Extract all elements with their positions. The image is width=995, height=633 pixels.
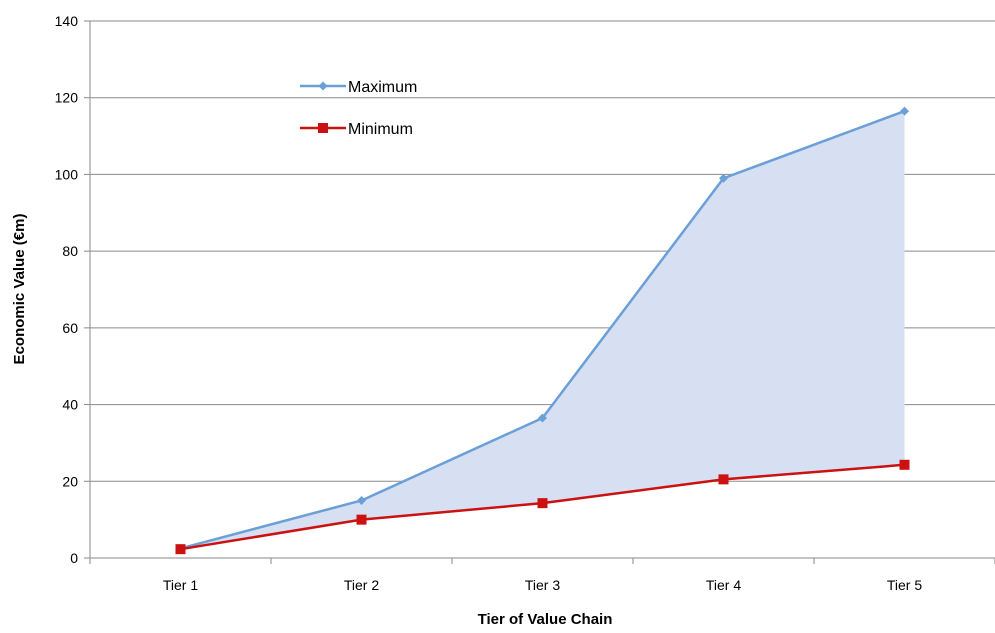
legend-marker-maximum: [318, 81, 328, 91]
axes: 0 20 40 60 80 100 120 140 Tier 1 Tier 2 Tier 3 Tier…: [55, 13, 995, 593]
gridlines: [90, 20, 995, 482]
y-tick-label: 40: [62, 397, 78, 413]
y-axis-title: Economic Value (€m): [11, 214, 28, 365]
y-tick-label: 20: [62, 473, 78, 489]
point-minimum: [899, 459, 910, 470]
legend-label-minimum: Minimum: [348, 121, 413, 138]
point-minimum: [356, 514, 367, 525]
point-maximum: [719, 173, 728, 183]
y-tick-label: 80: [62, 243, 78, 259]
y-tick-label: 140: [55, 13, 79, 29]
point-minimum: [537, 498, 548, 509]
x-tick-label: Tier 2: [344, 577, 379, 593]
y-tick-label: 120: [55, 90, 79, 106]
point-maximum: [538, 413, 547, 423]
band-area: [180, 111, 905, 550]
series-markers: [175, 106, 910, 555]
point-maximum: [357, 495, 366, 505]
x-tick-label: Tier 3: [525, 577, 560, 593]
legend: Maximum Minimum: [300, 79, 417, 138]
legend-marker-minimum: [318, 123, 328, 133]
y-tick-label: 60: [62, 320, 78, 336]
point-minimum: [718, 474, 729, 485]
y-tick-label: 0: [70, 550, 78, 566]
point-minimum: [175, 544, 186, 555]
y-tick-label: 100: [55, 166, 79, 182]
x-tick-label: Tier 1: [163, 577, 198, 593]
x-axis-title: Tier of Value Chain: [478, 611, 613, 628]
shaded-band: [180, 111, 905, 550]
x-tick-label: Tier 4: [706, 577, 741, 593]
x-tick-label: Tier 5: [887, 577, 922, 593]
legend-label-maximum: Maximum: [348, 79, 417, 96]
point-maximum: [900, 106, 909, 116]
